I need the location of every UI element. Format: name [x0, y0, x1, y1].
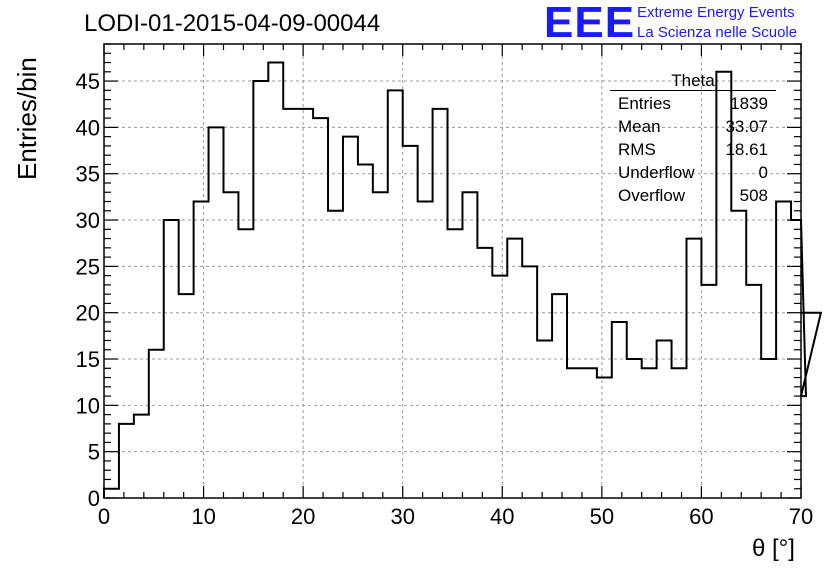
stats-value: 1839	[730, 94, 768, 113]
logo-tagline-1: Extreme Energy Events	[637, 4, 795, 21]
x-tick-label: 20	[291, 504, 315, 529]
plot-title: LODI-01-2015-04-09-00044	[84, 10, 381, 37]
grid	[104, 44, 801, 498]
axes	[103, 43, 802, 499]
histogram-bin	[746, 285, 761, 498]
histogram-bin	[597, 378, 612, 498]
histogram-bin	[731, 211, 746, 498]
histogram-bin	[552, 294, 567, 498]
histogram-bin	[761, 359, 776, 498]
stats-title: Theta	[671, 71, 715, 90]
y-tick-label: 25	[76, 254, 100, 279]
y-tick-label: 10	[76, 393, 100, 418]
histogram-bin	[104, 489, 119, 498]
histogram-bin	[253, 81, 268, 498]
histogram-bin	[477, 248, 492, 498]
histogram-outline	[103, 61, 823, 498]
histogram-bin	[433, 109, 448, 498]
histogram-bin	[328, 211, 343, 498]
histogram-bin	[298, 109, 313, 498]
stats-row-mean: Mean 33.07	[610, 115, 776, 138]
logo-tagline-2: La Scienza nelle Scuole	[637, 24, 798, 41]
y-tick-label: 30	[76, 208, 100, 233]
stats-label: Mean	[618, 117, 661, 136]
histogram-bin	[403, 146, 418, 498]
x-tick-label: 0	[98, 504, 110, 529]
histogram-bin	[149, 350, 164, 498]
histogram-bin	[313, 118, 328, 498]
histogram-bin	[701, 285, 716, 498]
y-axis-label: Entries/bin	[12, 57, 42, 180]
histogram-bin	[119, 424, 134, 498]
x-tick-label: 50	[590, 504, 614, 529]
histogram-bin	[507, 239, 522, 498]
histogram-bin	[134, 415, 149, 498]
stats-row-underflow: Underflow 0	[610, 161, 776, 184]
y-tick-label: 40	[76, 115, 100, 140]
histogram-bin	[686, 239, 701, 498]
histogram-bin	[492, 276, 507, 498]
histogram-bin	[627, 359, 642, 498]
histogram-bin	[672, 368, 687, 498]
histogram-bin	[179, 294, 194, 498]
stats-label: RMS	[618, 140, 656, 159]
x-tick-label: 60	[689, 504, 713, 529]
histogram-bin	[612, 322, 627, 498]
stats-value: 0	[758, 163, 768, 182]
stats-label: Underflow	[618, 163, 695, 182]
x-tick-label: 10	[191, 504, 215, 529]
stats-value: 508	[739, 186, 768, 205]
tick-labels: 0 10 20 30 40 50 60 70 0 5 10 15 20 25 30 35 40 45	[76, 69, 814, 529]
histogram-bin	[194, 202, 209, 498]
x-tick-label: 70	[789, 504, 813, 529]
histogram-bin	[358, 164, 373, 498]
histogram-bin	[582, 368, 597, 498]
stats-row-entries: Entries 1839	[610, 92, 776, 115]
y-tick-label: 45	[76, 69, 100, 94]
stats-box: Theta Entries 1839 Mean 33.07 RMS 18.61 …	[610, 72, 776, 207]
y-tick-label: 0	[88, 486, 100, 511]
histogram-bin	[567, 368, 582, 498]
x-axis-label: θ [°]	[752, 535, 795, 562]
y-tick-label: 15	[76, 347, 100, 372]
plot-frame	[103, 43, 802, 499]
stats-value: 33.07	[725, 117, 768, 136]
histogram-bin	[418, 202, 433, 498]
histogram-bin	[657, 340, 672, 498]
eee-logo: EEE	[544, 0, 636, 47]
stats-divider	[610, 90, 776, 91]
histogram-bin	[537, 340, 552, 498]
histogram-bin	[776, 202, 791, 498]
stats-label: Overflow	[618, 186, 686, 205]
histogram-bin	[448, 229, 463, 498]
histogram	[103, 61, 823, 498]
stats-row-rms: RMS 18.61	[610, 138, 776, 161]
histogram-bin	[642, 368, 657, 498]
y-tick-label: 5	[88, 440, 100, 465]
stats-row-overflow: Overflow 508	[610, 184, 776, 207]
histogram-bin	[283, 109, 298, 498]
histogram-bin	[238, 229, 253, 498]
histogram-bin	[522, 266, 537, 498]
x-tick-label: 40	[490, 504, 514, 529]
y-tick-label: 20	[76, 301, 100, 326]
x-tick-label: 30	[390, 504, 414, 529]
histogram-bin	[343, 137, 358, 498]
stats-label: Entries	[618, 94, 671, 113]
histogram-bin	[209, 127, 224, 498]
y-tick-label: 35	[76, 162, 100, 187]
stats-value: 18.61	[725, 140, 768, 159]
histogram-bin	[388, 90, 403, 498]
